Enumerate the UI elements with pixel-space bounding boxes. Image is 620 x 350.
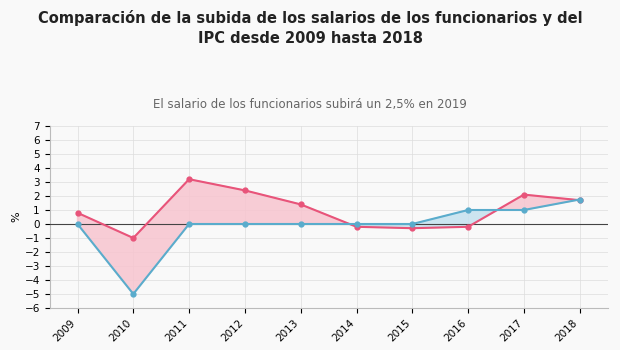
Text: Comparación de la subida de los salarios de los funcionarios y del
IPC desde 200: Comparación de la subida de los salarios…: [38, 10, 582, 46]
Y-axis label: %: %: [12, 212, 22, 222]
Text: El salario de los funcionarios subirá un 2,5% en 2019: El salario de los funcionarios subirá un…: [153, 98, 467, 111]
